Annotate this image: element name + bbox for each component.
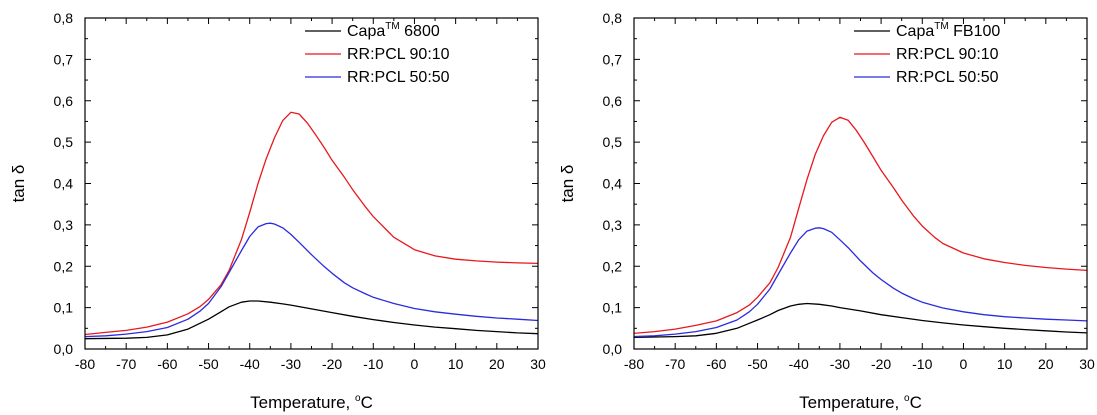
- chart-panel-right: -80 -70 -60 -50 -40 -30 -20 -10 0 10 20 30 0,0 0,1 0,2…: [549, 0, 1097, 415]
- x-tick-label: -50: [747, 356, 767, 372]
- series-line-2: [85, 222, 538, 338]
- x-tick-label: 10: [448, 356, 464, 372]
- legend-label-text: RR:PCL 90:10: [896, 46, 999, 63]
- legend-label-text: RR:PCL 50:50: [896, 69, 999, 86]
- x-axis-title-end: C: [361, 393, 373, 412]
- x-axis-title-end: C: [910, 393, 922, 412]
- legend-label-end: FB100: [949, 23, 1001, 40]
- x-axis-title-superscript: o: [904, 393, 910, 404]
- x-axis-title: Temperature, oC: [250, 393, 373, 412]
- x-tick-label: 0: [960, 356, 968, 372]
- x-axis-title: Temperature, oC: [799, 393, 922, 412]
- y-tick-label: 0,1: [603, 300, 623, 316]
- x-tick-label: 10: [997, 356, 1013, 372]
- x-tick-label: -20: [871, 356, 891, 372]
- x-tick-label: -70: [665, 356, 685, 372]
- x-tick-label: 30: [1079, 356, 1095, 372]
- legend-label-end: 6800: [400, 23, 440, 40]
- x-tick-label: 0: [411, 356, 419, 372]
- legend-label-2: RR:PCL 50:50: [896, 69, 999, 86]
- legend-label-0: CapaTM 6800: [347, 21, 440, 40]
- x-tick-label: -60: [706, 356, 726, 372]
- legend-label-1: RR:PCL 90:10: [347, 46, 450, 63]
- y-tick-label: 0,8: [54, 10, 74, 26]
- series-line-0: [634, 302, 1087, 339]
- legend-label-main: Capa: [347, 23, 385, 40]
- y-tick-label: 0,7: [54, 51, 74, 67]
- y-tick-label: 0,5: [603, 134, 623, 150]
- y-tick-label: 0,4: [603, 176, 623, 192]
- chart-panel-left: -80 -70 -60 -50 -40 -30 -20 -10 0 10 20 30 0,0 0,1 0,2…: [0, 0, 548, 415]
- legend-label-1: RR:PCL 90:10: [896, 46, 999, 63]
- x-tick-label: 20: [1038, 356, 1054, 372]
- y-tick-label: 0,4: [54, 176, 74, 192]
- x-tick-label: -70: [116, 356, 136, 372]
- y-tick-label: 0,8: [603, 10, 623, 26]
- x-tick-label: -10: [363, 356, 383, 372]
- y-tick-label: 0,6: [54, 93, 74, 109]
- x-tick-label: 20: [489, 356, 505, 372]
- y-axis-title: tan δ: [9, 165, 28, 203]
- tan-delta-chart-right: -80 -70 -60 -50 -40 -30 -20 -10 0 10 20 30 0,0 0,1 0,2…: [558, 10, 1095, 412]
- series-line-1: [634, 116, 1087, 334]
- y-tick-label: 0,1: [54, 300, 74, 316]
- legend-label-main: Capa: [896, 23, 934, 40]
- series-line-2: [634, 227, 1087, 338]
- y-tick-label: 0,0: [603, 341, 623, 357]
- x-tick-label: -50: [198, 356, 218, 372]
- series-line-0: [85, 300, 538, 340]
- legend-label-superscript: TM: [934, 21, 948, 32]
- y-axis-title: tan δ: [558, 165, 577, 203]
- plot-frame: [633, 17, 1088, 350]
- y-tick-label: 0,3: [54, 217, 74, 233]
- x-tick-label: -30: [281, 356, 301, 372]
- x-tick-label: -30: [830, 356, 850, 372]
- y-tick-label: 0,7: [603, 51, 623, 67]
- legend-label-superscript: TM: [385, 21, 399, 32]
- plot-frame: [84, 17, 539, 350]
- y-tick-label: 0,0: [54, 341, 74, 357]
- legend-label-0: CapaTM FB100: [896, 21, 1000, 40]
- x-tick-label: -10: [912, 356, 932, 372]
- tan-delta-chart-left: -80 -70 -60 -50 -40 -30 -20 -10 0 10 20 30 0,0 0,1 0,2…: [9, 10, 546, 412]
- legend-label-text: RR:PCL 90:10: [347, 46, 450, 63]
- x-tick-label: -40: [789, 356, 809, 372]
- x-tick-label: -20: [322, 356, 342, 372]
- x-tick-label: -60: [157, 356, 177, 372]
- x-axis-title-main: Temperature,: [799, 393, 904, 412]
- series-line-1: [85, 111, 538, 336]
- y-tick-label: 0,3: [603, 217, 623, 233]
- y-tick-label: 0,6: [603, 93, 623, 109]
- y-tick-label: 0,2: [603, 258, 623, 274]
- x-tick-label: -80: [624, 356, 644, 372]
- y-tick-label: 0,5: [54, 134, 74, 150]
- x-tick-label: -80: [75, 356, 95, 372]
- y-tick-label: 0,2: [54, 258, 74, 274]
- x-tick-label: 30: [530, 356, 546, 372]
- x-tick-label: -40: [240, 356, 260, 372]
- legend-label-text: RR:PCL 50:50: [347, 69, 450, 86]
- legend-label-2: RR:PCL 50:50: [347, 69, 450, 86]
- x-axis-title-superscript: o: [355, 393, 361, 404]
- x-axis-title-main: Temperature,: [250, 393, 355, 412]
